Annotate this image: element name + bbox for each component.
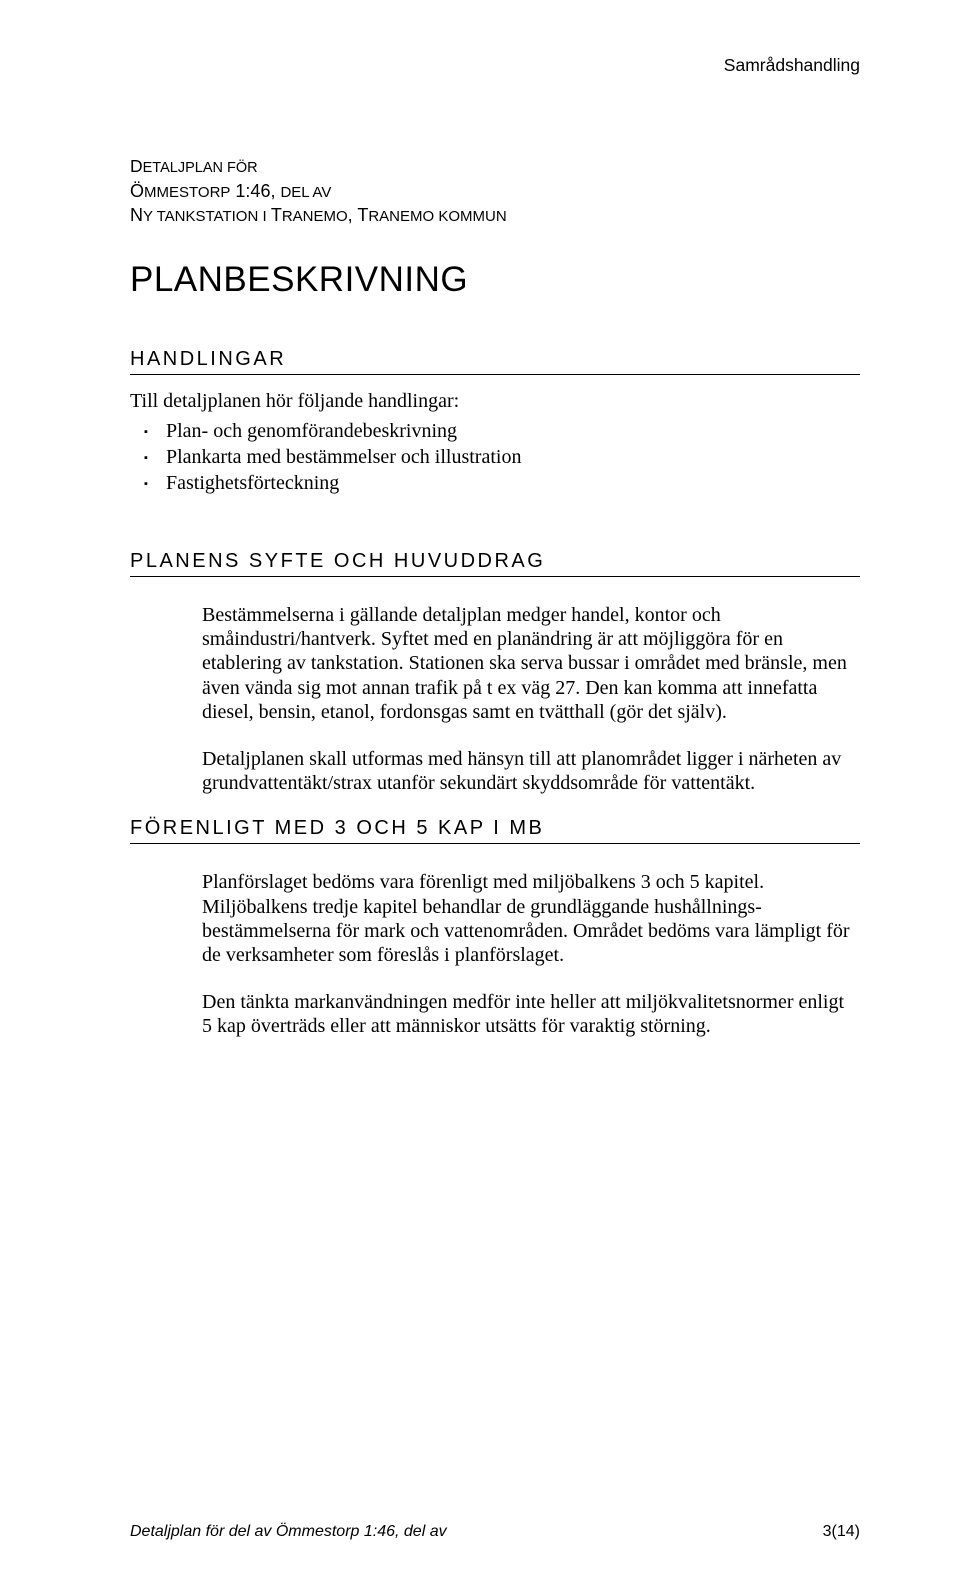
meta-text: N xyxy=(130,205,143,225)
meta-text: RANEMO KOMMUN xyxy=(368,208,506,225)
handlingar-intro: Till detaljplanen hör följande handlinga… xyxy=(130,389,860,414)
running-head: Samrådshandling xyxy=(724,55,860,76)
forenligt-paragraph-1: Planförslaget bedöms vara förenligt med … xyxy=(202,870,850,968)
page-footer: Detaljplan för del av Ömmestorp 1:46, de… xyxy=(130,1523,860,1541)
meta-text: DEL AV xyxy=(280,184,331,201)
section-heading-syfte: PLANENS SYFTE OCH HUVUDDRAG xyxy=(130,550,860,577)
meta-text: T xyxy=(271,205,282,225)
meta-line-2: ÖMMESTORP 1:46, DEL AV xyxy=(130,179,860,203)
meta-text: , xyxy=(348,205,358,225)
syfte-paragraph-2: Detaljplanen skall utformas med hänsyn t… xyxy=(202,747,850,796)
meta-text: ETALJPLAN FÖR xyxy=(143,160,258,176)
page-title: PLANBESKRIVNING xyxy=(130,260,860,300)
meta-text: T xyxy=(357,205,368,225)
forenligt-body: Planförslaget bedöms vara förenligt med … xyxy=(130,858,860,1038)
syfte-body: Bestämmelserna i gällande detaljplan med… xyxy=(130,591,860,796)
meta-text: 1:46, xyxy=(230,181,280,201)
meta-text: D xyxy=(130,156,143,176)
footer-left: Detaljplan för del av Ömmestorp 1:46, de… xyxy=(130,1523,447,1541)
meta-text: Y TANKSTATION I xyxy=(143,208,271,225)
syfte-paragraph-1: Bestämmelserna i gällande detaljplan med… xyxy=(202,603,850,725)
footer-page-number: 3(14) xyxy=(823,1523,860,1541)
section-heading-forenligt: FÖRENLIGT MED 3 OCH 5 KAP I MB xyxy=(130,817,860,844)
forenligt-paragraph-2: Den tänkta markanvändningen medför inte … xyxy=(202,990,850,1039)
meta-text: RANEMO xyxy=(282,208,348,225)
section-heading-handlingar: HANDLINGAR xyxy=(130,348,860,375)
meta-line-1: DETALJPLAN FÖR xyxy=(130,155,860,179)
handlingar-list: Plan- och genomförandebeskrivning Planka… xyxy=(130,418,860,496)
meta-text: Ö xyxy=(130,181,144,201)
list-item: Plankarta med bestämmelser och illustrat… xyxy=(166,444,860,470)
list-item: Plan- och genomförandebeskrivning xyxy=(166,418,860,444)
document-meta: DETALJPLAN FÖR ÖMMESTORP 1:46, DEL AV NY… xyxy=(130,155,860,228)
meta-line-3: NY TANKSTATION I TRANEMO, TRANEMO KOMMUN xyxy=(130,203,860,228)
document-page: Samrådshandling DETALJPLAN FÖR ÖMMESTORP… xyxy=(0,0,960,1589)
meta-text: MMESTORP xyxy=(144,184,230,201)
list-item: Fastighetsförteckning xyxy=(166,470,860,496)
